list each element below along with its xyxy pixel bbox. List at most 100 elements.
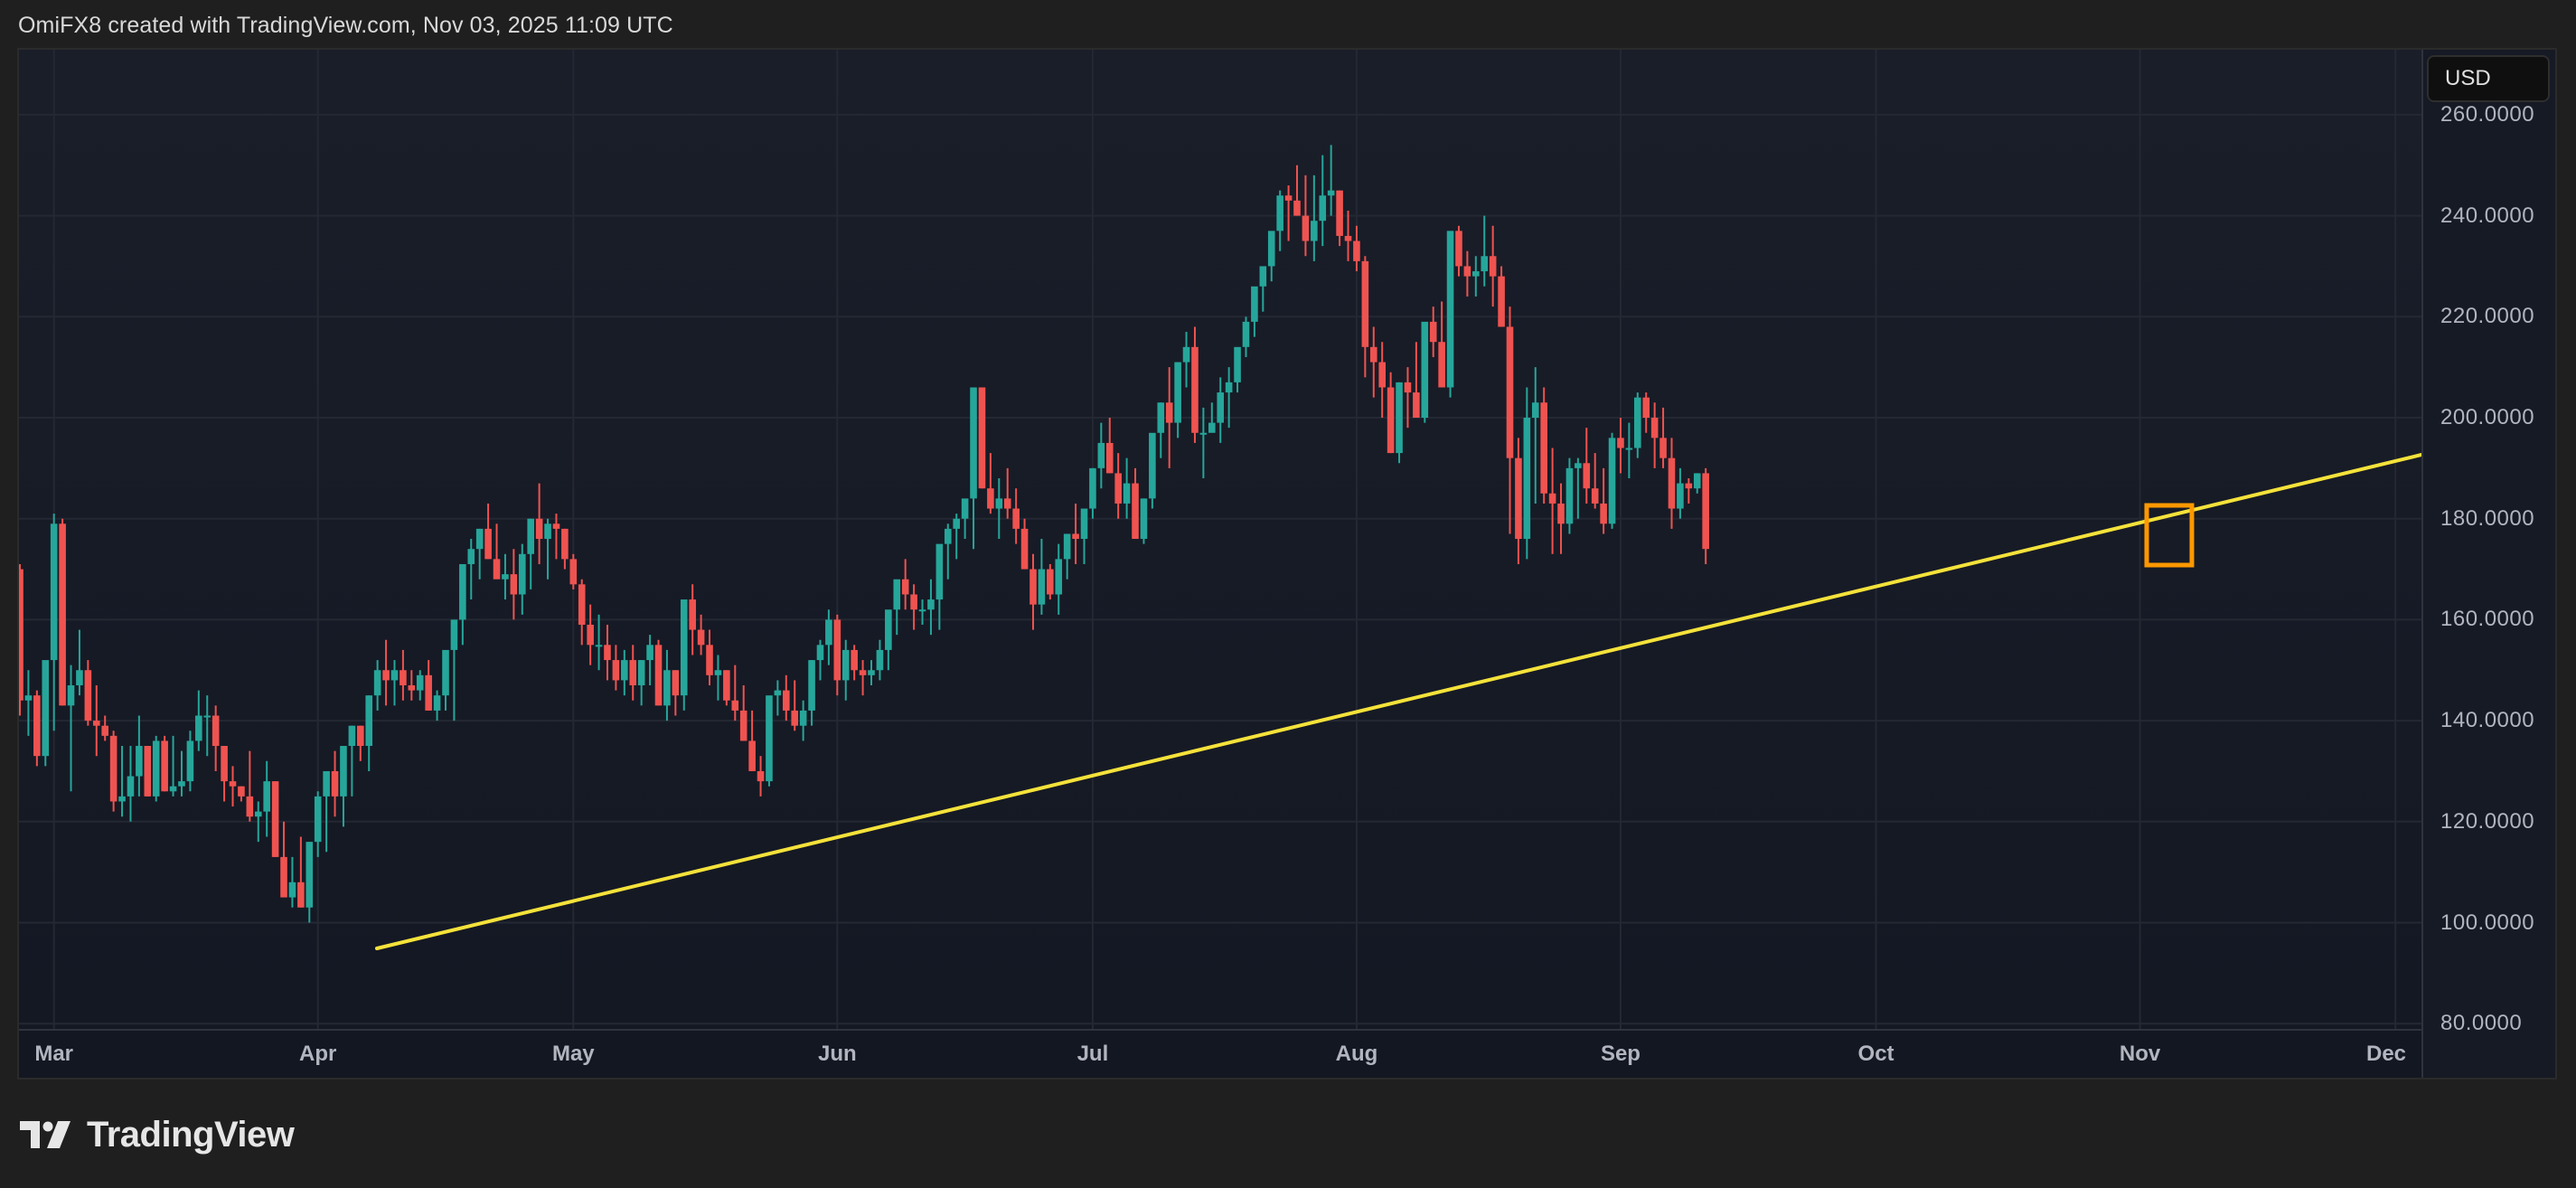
candle[interactable] [1575, 457, 1582, 519]
candle[interactable] [748, 710, 756, 771]
candle[interactable] [1234, 346, 1241, 393]
candle[interactable] [484, 503, 492, 560]
candle[interactable] [935, 543, 944, 630]
candle[interactable] [901, 559, 909, 610]
candle[interactable] [348, 725, 356, 797]
candle[interactable] [212, 705, 220, 771]
chart-pane[interactable] [19, 50, 2421, 1029]
candle[interactable] [1072, 503, 1079, 564]
candle[interactable] [1114, 453, 1122, 519]
candle[interactable] [127, 746, 135, 822]
candle[interactable] [1540, 387, 1547, 504]
candle[interactable] [1396, 382, 1403, 464]
candle[interactable] [697, 614, 705, 655]
candle[interactable] [475, 528, 484, 580]
candle[interactable] [433, 690, 441, 721]
candle[interactable] [578, 579, 586, 646]
candle[interactable] [1259, 266, 1267, 312]
candle[interactable] [910, 584, 917, 630]
price-axis[interactable] [2421, 50, 2555, 1078]
candle[interactable] [714, 655, 722, 701]
candle[interactable] [238, 786, 245, 802]
candle[interactable] [416, 670, 424, 701]
candle[interactable] [1625, 422, 1633, 479]
candle[interactable] [442, 649, 449, 711]
candle[interactable] [1515, 438, 1522, 564]
candle[interactable] [1531, 367, 1539, 504]
candle[interactable] [1642, 392, 1650, 433]
candle[interactable] [1311, 174, 1318, 261]
candle[interactable] [1284, 185, 1293, 241]
candle[interactable] [459, 563, 466, 646]
candle[interactable] [1267, 231, 1275, 282]
candle[interactable] [723, 670, 730, 706]
candle[interactable] [246, 750, 254, 822]
candle[interactable] [314, 791, 322, 857]
candle[interactable] [467, 539, 475, 600]
candle[interactable] [1463, 250, 1471, 297]
candle[interactable] [1003, 467, 1011, 519]
candle[interactable] [1387, 372, 1395, 454]
candle[interactable] [33, 690, 41, 767]
candle[interactable] [833, 614, 841, 696]
candle[interactable] [1089, 467, 1096, 519]
candle[interactable] [1276, 190, 1283, 251]
candle[interactable] [297, 836, 305, 908]
candle[interactable] [672, 670, 680, 716]
candle[interactable] [1498, 266, 1505, 327]
candle[interactable] [1344, 211, 1352, 261]
tradingview-logo[interactable]: TradingView [20, 1115, 295, 1155]
currency-button[interactable]: USD [2427, 55, 2550, 102]
candle[interactable] [1225, 367, 1233, 429]
candle[interactable] [1506, 306, 1514, 534]
candle[interactable] [663, 649, 671, 721]
candle[interactable] [195, 690, 202, 751]
candle[interactable] [1047, 563, 1054, 600]
candle[interactable] [868, 660, 875, 686]
candle[interactable] [280, 821, 287, 898]
candle[interactable] [774, 680, 782, 716]
candle[interactable] [373, 660, 381, 711]
candle[interactable] [323, 770, 330, 853]
candle[interactable] [1455, 225, 1462, 277]
candle[interactable] [1369, 326, 1377, 398]
candle[interactable] [739, 685, 747, 741]
candle[interactable] [953, 514, 960, 560]
candle[interactable] [612, 645, 620, 691]
candle[interactable] [1199, 407, 1208, 479]
candle[interactable] [92, 685, 100, 757]
candle[interactable] [365, 695, 373, 771]
candle[interactable] [1174, 362, 1181, 438]
candle[interactable] [1413, 342, 1420, 418]
candle[interactable] [766, 695, 773, 787]
candle[interactable] [1157, 402, 1165, 458]
candle[interactable] [527, 518, 534, 589]
candle[interactable] [1668, 438, 1676, 529]
candle[interactable] [288, 856, 296, 908]
candle[interactable] [637, 660, 645, 706]
candle[interactable] [1677, 467, 1684, 519]
candle[interactable] [1063, 533, 1071, 580]
candle[interactable] [254, 801, 262, 843]
candle[interactable] [1634, 392, 1641, 458]
candle[interactable] [1702, 467, 1709, 564]
candle[interactable] [1302, 174, 1310, 257]
candle[interactable] [1319, 155, 1327, 247]
candle[interactable] [680, 599, 688, 711]
candle[interactable] [1165, 367, 1173, 468]
candle[interactable] [186, 731, 194, 792]
candle[interactable] [859, 660, 867, 696]
candle[interactable] [502, 553, 509, 600]
candle[interactable] [24, 670, 33, 736]
candle[interactable] [876, 639, 884, 681]
candle[interactable] [1327, 145, 1335, 216]
candle[interactable] [535, 483, 543, 564]
candle[interactable] [1242, 316, 1250, 357]
candle[interactable] [1583, 428, 1591, 504]
candle[interactable] [1361, 256, 1369, 378]
candle[interactable] [978, 387, 986, 489]
candle[interactable] [1608, 432, 1616, 529]
candle[interactable] [1685, 478, 1693, 504]
candle[interactable] [1617, 418, 1624, 474]
candle[interactable] [400, 649, 407, 701]
